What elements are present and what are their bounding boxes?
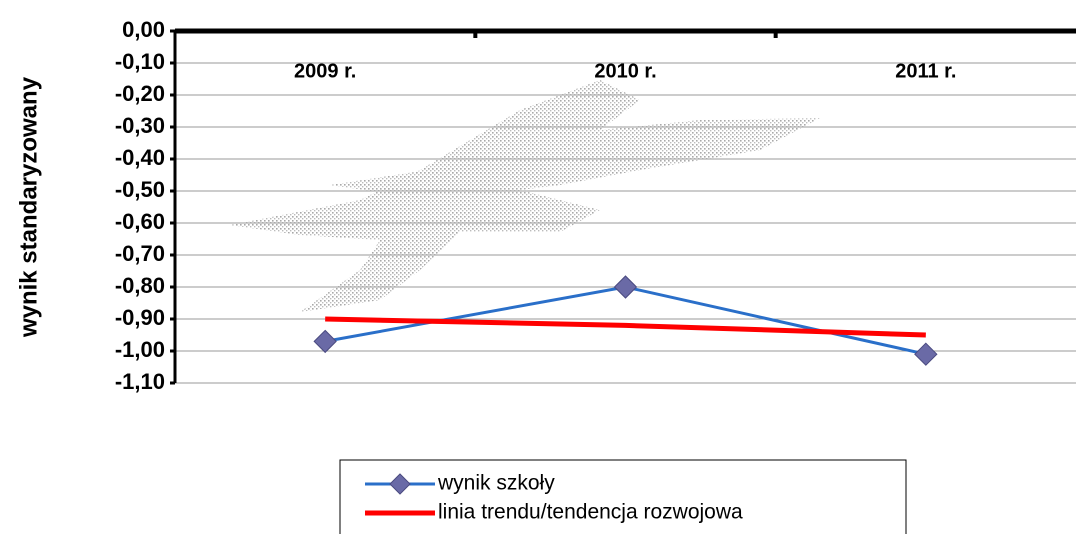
legend-marker: [389, 473, 411, 495]
series-line: [325, 316, 926, 338]
y-tick-label: -0,70: [115, 241, 165, 266]
y-tick-label: -0,30: [115, 113, 165, 138]
marker: [613, 275, 638, 299]
legend-label: linia trendu/tendencja rozwojowa: [438, 501, 743, 524]
y-tick-label: -0,80: [115, 273, 165, 298]
y-tick-label: -0,60: [115, 209, 165, 234]
x-tick-label: 2009 r.: [294, 60, 356, 82]
marker: [914, 342, 938, 366]
y-axis-title: wynik standaryzowany: [15, 76, 42, 338]
marker: [313, 329, 337, 354]
y-tick-label: 0,00: [122, 17, 165, 42]
watermark: [230, 80, 820, 312]
y-tick-label: -0,20: [115, 81, 165, 106]
y-tick-label: -0,50: [115, 177, 165, 202]
legend-label: wynik szkoły: [437, 472, 555, 495]
x-tick-label: 2011 r.: [895, 60, 956, 82]
legend-box: [339, 459, 907, 534]
y-tick-label: -1,00: [115, 337, 165, 362]
y-tick-label: -0,90: [115, 305, 165, 330]
y-tick-label: -0,40: [115, 145, 165, 170]
y-tick-label: -1,10: [115, 369, 165, 394]
x-tick-label: 2010 r.: [594, 60, 656, 82]
y-tick-label: -0,10: [115, 49, 165, 74]
